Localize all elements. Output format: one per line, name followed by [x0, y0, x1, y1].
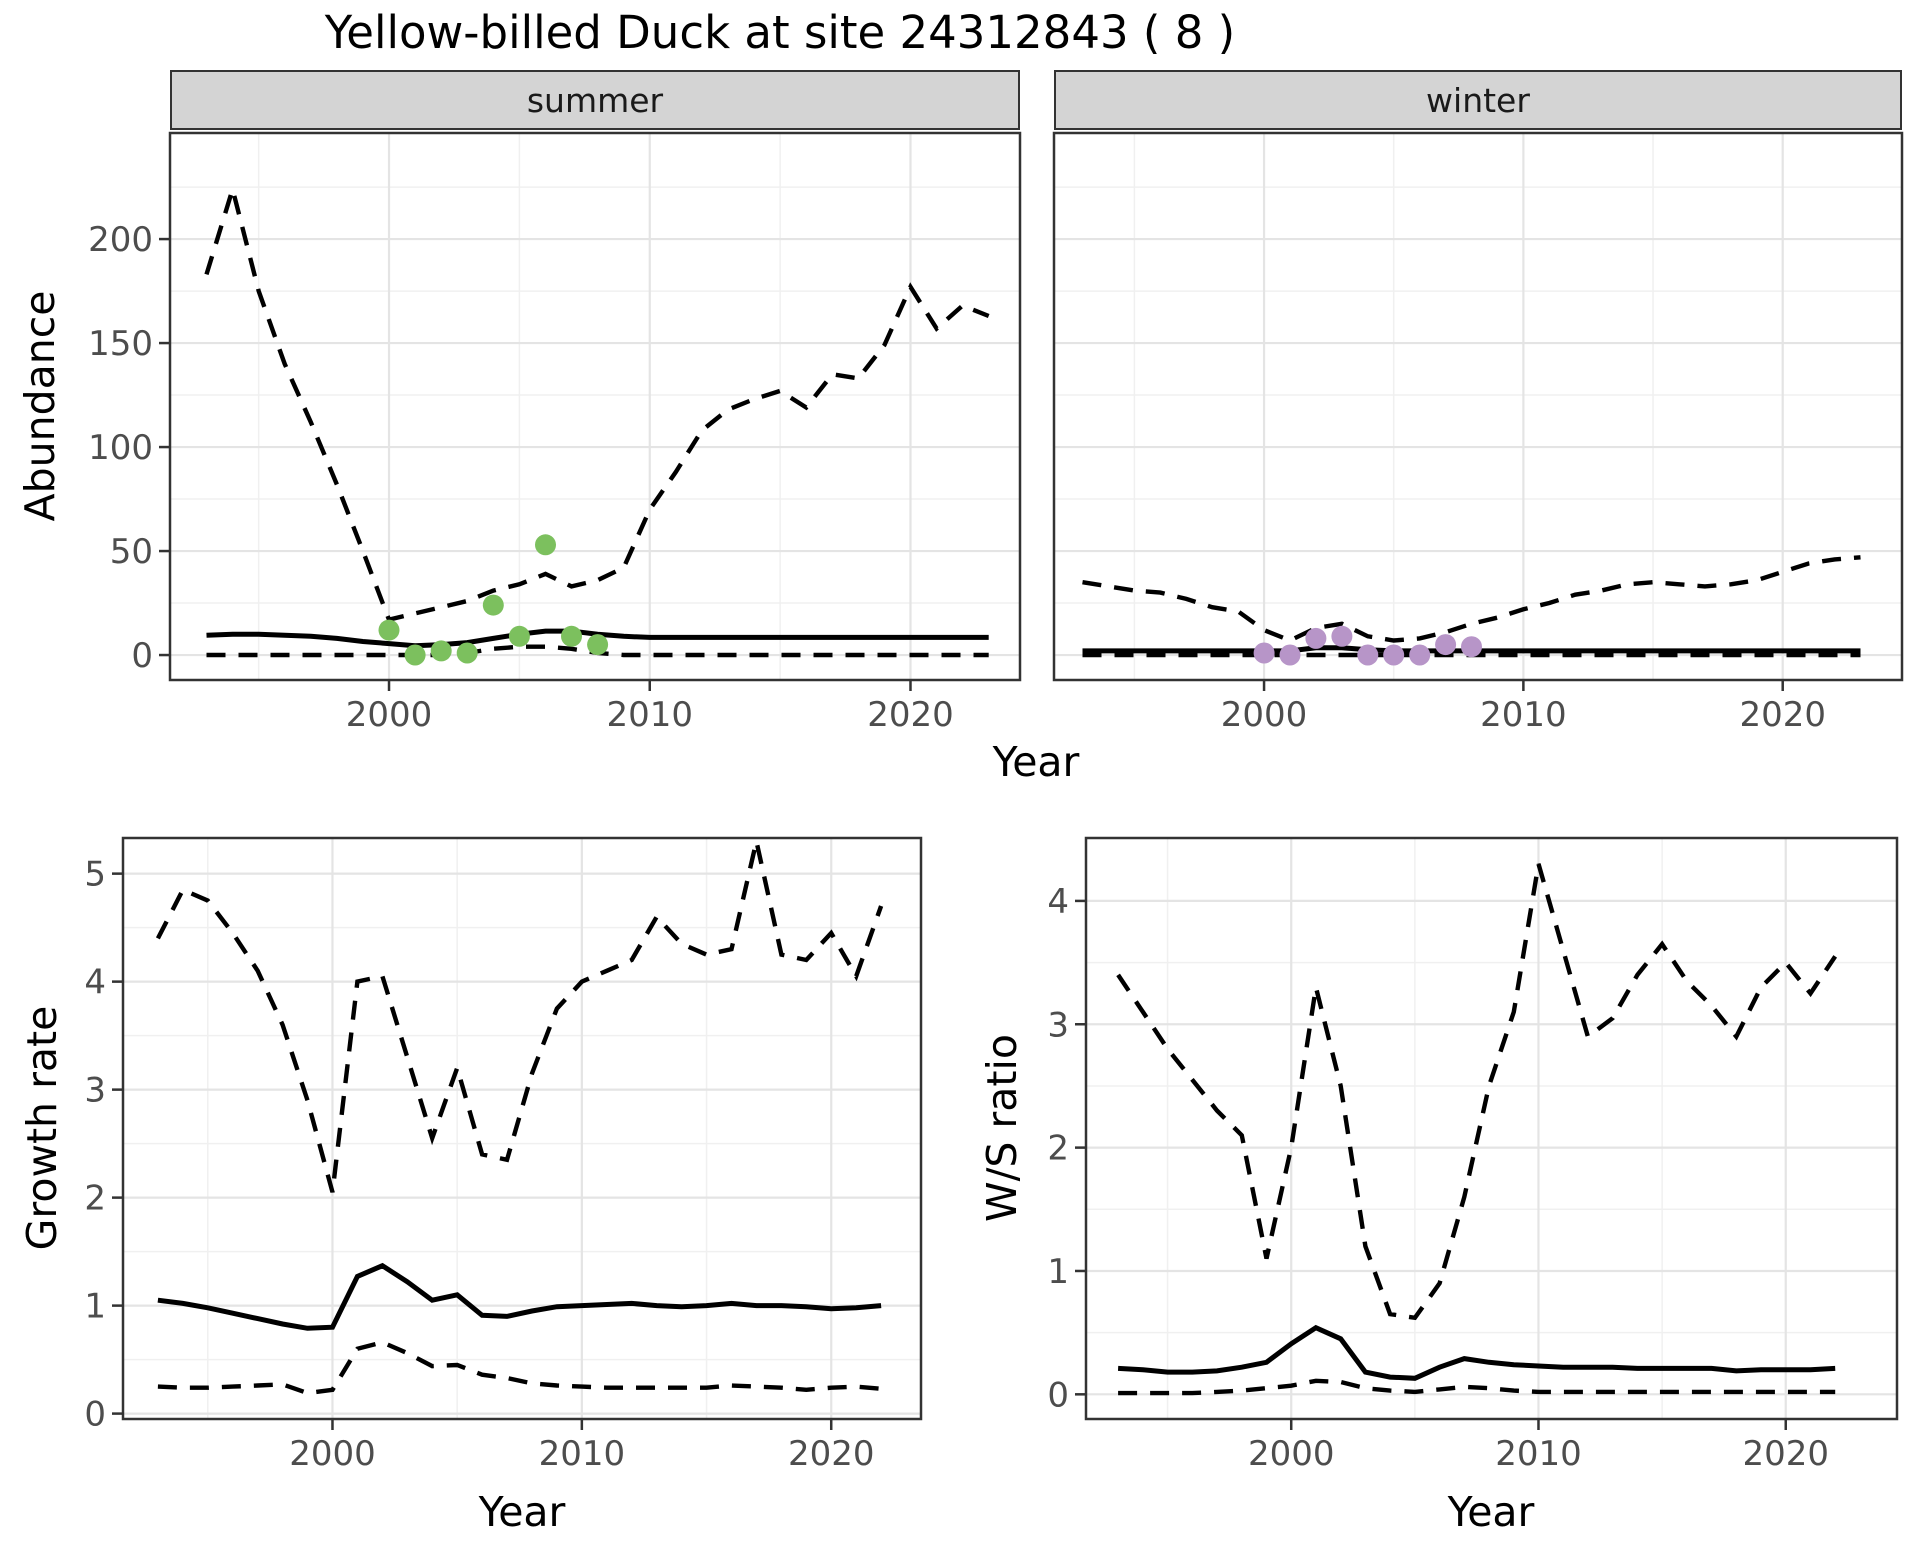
y-tick-label: 4 — [84, 963, 106, 1003]
y-tick-label: 2 — [1047, 1129, 1069, 1169]
growth-panel: 2000 2010 2020 0 1 2 3 4 5 — [84, 836, 923, 1474]
x-axis-title-year-bottom-left: Year — [478, 1488, 566, 1536]
winter-observation-point — [1435, 634, 1457, 656]
x-tick-label: 2000 — [289, 1434, 376, 1474]
summer-observation-point — [378, 619, 400, 641]
x-tick-label: 2000 — [1221, 695, 1308, 735]
ws-axis-ticks: 2000 2010 2020 0 1 2 3 4 — [1047, 882, 1829, 1474]
summer-observation-point — [561, 625, 582, 647]
facet-strip-winter: winter — [1054, 70, 1902, 130]
summer-axis-ticks: 2000 2010 2020 0 50 100 150 200 — [88, 220, 954, 735]
summer-observation-point — [535, 534, 556, 556]
y-tick-label: 2 — [84, 1179, 106, 1219]
x-tick-label: 2020 — [1739, 695, 1826, 735]
summer-observation-point — [587, 634, 609, 656]
y-tick-label: 1 — [84, 1287, 106, 1327]
y-tick-label: 50 — [110, 532, 153, 572]
x-tick-label: 2010 — [606, 695, 693, 735]
winter-observation-point — [1357, 644, 1379, 666]
ws-panel: 2000 2010 2020 0 1 2 3 4 — [1047, 836, 1899, 1474]
y-axis-title-growth-rate: Growth rate — [18, 1005, 66, 1251]
y-tick-label: 200 — [88, 220, 153, 260]
y-tick-label: 3 — [84, 1071, 106, 1111]
x-axis-title-year-bottom-right: Year — [1447, 1488, 1535, 1536]
summer-panel-background — [170, 133, 1020, 680]
winter-observation-point — [1331, 625, 1353, 647]
x-axis-title-year-top: Year — [992, 738, 1080, 786]
winter-observation-point — [1409, 644, 1431, 666]
summer-observation-points — [378, 534, 609, 666]
growth-axis-ticks: 2000 2010 2020 0 1 2 3 4 5 — [84, 855, 874, 1474]
chart-title: Yellow-billed Duck at site 24312843 ( 8 … — [324, 6, 1236, 59]
x-tick-label: 2020 — [788, 1434, 875, 1474]
y-tick-label: 0 — [131, 636, 153, 676]
winter-observation-point — [1253, 642, 1275, 664]
ws-lower_95ci-line — [1118, 1378, 1836, 1396]
x-tick-label: 2010 — [539, 1434, 626, 1474]
summer-panel: 2000 2010 2020 0 50 100 150 200 — [88, 131, 1022, 735]
winter-upper_95ci-line — [1082, 555, 1861, 643]
x-tick-label: 2020 — [1742, 1434, 1829, 1474]
y-tick-label: 0 — [1047, 1375, 1069, 1415]
growth-upper_95ci-line — [155, 840, 884, 1193]
winter-observation-point — [1461, 636, 1482, 658]
winter-observation-point — [1383, 644, 1405, 666]
facet-strip-summer: summer — [170, 70, 1020, 130]
x-tick-label: 2000 — [1248, 1434, 1335, 1474]
winter-observation-point — [1279, 644, 1301, 666]
growth-panel-border — [121, 836, 923, 1421]
ws-upper_95ci-line — [1116, 863, 1838, 1321]
summer-observation-point — [404, 644, 426, 666]
summer-panel-border — [168, 131, 1022, 682]
ws-median-line — [1117, 1324, 1836, 1381]
y-tick-label: 100 — [88, 428, 153, 468]
y-tick-label: 1 — [1047, 1252, 1069, 1292]
x-tick-label: 2000 — [346, 695, 433, 735]
winter-axis-ticks: 2000 2010 2020 — [1221, 680, 1826, 735]
growth-gridlines — [123, 838, 921, 1419]
summer-observation-point — [430, 640, 452, 662]
y-tick-label: 150 — [88, 324, 153, 364]
x-tick-label: 2010 — [1480, 695, 1567, 735]
ws-gridlines — [1086, 838, 1897, 1419]
y-tick-label: 5 — [84, 855, 106, 895]
winter-panel-border — [1052, 131, 1904, 682]
x-tick-label: 2010 — [1495, 1434, 1582, 1474]
y-axis-title-ws-ratio: W/S ratio — [978, 1034, 1026, 1222]
facet-strip-summer-label: summer — [526, 80, 664, 120]
ws-series — [1116, 863, 1838, 1396]
growth-series — [155, 840, 884, 1396]
ws-panel-background — [1086, 838, 1897, 1419]
growth-lower_95ci-line — [157, 1339, 882, 1396]
x-tick-label: 2020 — [867, 695, 954, 735]
y-tick-label: 4 — [1047, 882, 1069, 922]
y-axis-title-abundance: Abundance — [16, 290, 64, 522]
y-tick-label: 3 — [1047, 1005, 1069, 1045]
y-tick-label: 0 — [84, 1395, 106, 1435]
winter-panel-background — [1054, 133, 1902, 680]
growth-panel-background — [123, 838, 921, 1419]
ws-panel-border — [1084, 836, 1899, 1421]
summer-observation-point — [482, 594, 504, 616]
winter-panel: 2000 2010 2020 — [1052, 131, 1904, 735]
winter-observation-point — [1305, 627, 1327, 649]
growth-median-line — [157, 1262, 882, 1331]
winter-observation-points — [1253, 625, 1482, 666]
summer-observation-point — [508, 625, 530, 647]
summer-observation-point — [456, 642, 478, 664]
facet-strip-winter-label: winter — [1426, 80, 1530, 120]
